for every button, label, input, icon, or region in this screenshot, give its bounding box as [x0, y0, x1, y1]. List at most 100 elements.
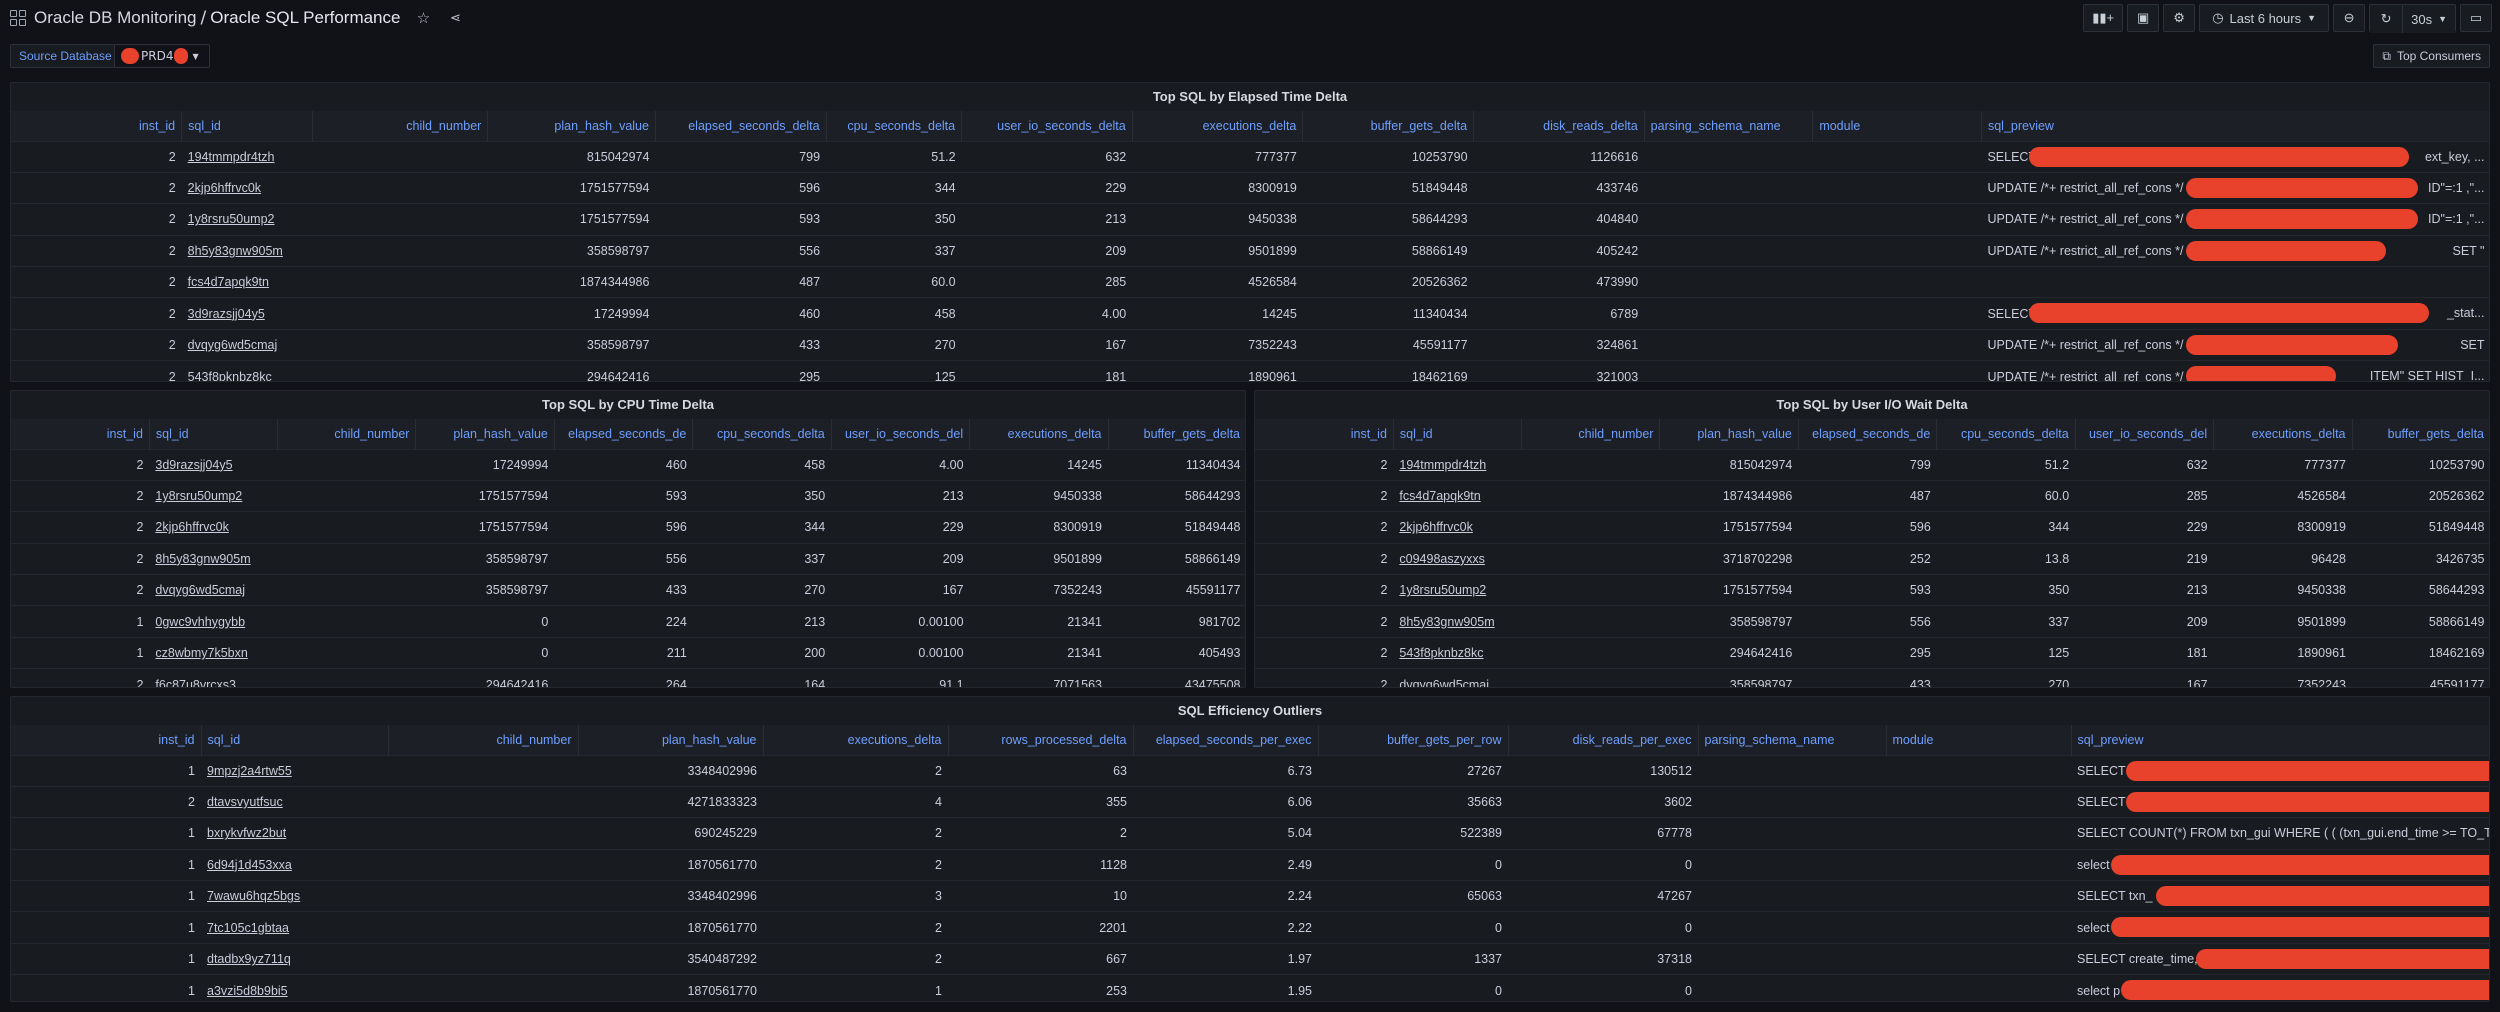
- column-header-buffer-gets-per-row[interactable]: buffer_gets_per_row: [1318, 725, 1509, 755]
- cell-sql-id[interactable]: fcs4d7apqk9tn: [1393, 479, 1522, 512]
- column-header-plan-hash-value[interactable]: plan_hash_value: [487, 111, 656, 141]
- column-header-sql-id[interactable]: sql_id: [181, 111, 313, 141]
- column-header-elapsed-seconds-de[interactable]: elapsed_seconds_de: [1798, 419, 1938, 449]
- cell-sql-id[interactable]: bxrykvfwz2but: [201, 817, 388, 850]
- refresh-interval-picker[interactable]: 30s ▼: [2402, 5, 2455, 33]
- cell-sql-id[interactable]: cz8wbmy7k5bxn: [149, 636, 278, 669]
- sql-id-link[interactable]: 9mpzj2a4rtw55: [207, 763, 292, 778]
- sql-id-link[interactable]: 8h5y83gnw905m: [187, 243, 283, 258]
- sql-id-link[interactable]: bxrykvfwz2but: [207, 826, 287, 841]
- sql-id-link[interactable]: 8h5y83gnw905m: [155, 551, 251, 566]
- sql-id-link[interactable]: c09498aszyxxs: [1399, 551, 1485, 566]
- column-header-plan-hash-value[interactable]: plan_hash_value: [1659, 419, 1799, 449]
- cell-sql-id[interactable]: dvqyg6wd5cmaj: [1393, 668, 1522, 688]
- cell-sql-id[interactable]: 194tmmpdr4tzh: [181, 140, 313, 173]
- column-header-disk-reads-per-exec[interactable]: disk_reads_per_exec: [1508, 725, 1699, 755]
- column-header-sql-preview[interactable]: sql_preview: [1981, 111, 2489, 141]
- cell-sql-id[interactable]: fcs4d7apqk9tn: [181, 266, 313, 298]
- sql-id-link[interactable]: dvqyg6wd5cmaj: [187, 338, 278, 353]
- column-header-parsing-schema-name[interactable]: parsing_schema_name: [1698, 725, 1887, 755]
- column-header-inst-id[interactable]: inst_id: [1255, 419, 1394, 449]
- apps-grid-icon[interactable]: [10, 10, 26, 26]
- settings-button[interactable]: ⚙: [2163, 4, 2196, 32]
- save-dashboard-button[interactable]: ▣: [2127, 4, 2160, 32]
- sql-id-link[interactable]: 194tmmpdr4tzh: [187, 149, 275, 164]
- add-panel-button[interactable]: ▮▮+: [2083, 4, 2124, 32]
- column-header-executions-delta[interactable]: executions_delta: [1132, 111, 1304, 141]
- cell-sql-id[interactable]: 2kjp6hffrvc0k: [1393, 511, 1522, 544]
- cell-sql-id[interactable]: f6c87u8vrcxs3: [149, 668, 278, 688]
- column-header-disk-reads-delta[interactable]: disk_reads_delta: [1473, 111, 1645, 141]
- sql-id-link[interactable]: 194tmmpdr4tzh: [1399, 457, 1487, 472]
- cell-sql-id[interactable]: 0gwc9vhhygybb: [149, 605, 278, 638]
- cell-sql-id[interactable]: 1y8rsru50ump2: [181, 203, 313, 236]
- cell-sql-id[interactable]: 8h5y83gnw905m: [1393, 605, 1522, 638]
- sql-id-link[interactable]: 7wawu6hqz5bgs: [207, 889, 301, 904]
- cell-sql-id[interactable]: 6d94j1d453xxa: [201, 848, 388, 881]
- column-header-user-io-seconds-del[interactable]: user_io_seconds_del: [2075, 419, 2215, 449]
- column-header-child-number[interactable]: child_number: [312, 111, 489, 141]
- tv-mode-button[interactable]: ▭: [2460, 4, 2492, 32]
- cell-sql-id[interactable]: 543f8pknbz8kc: [1393, 636, 1522, 669]
- column-header-executions-delta[interactable]: executions_delta: [2213, 419, 2353, 449]
- time-range-picker[interactable]: ◷ Last 6 hours ▼: [2199, 4, 2330, 32]
- zoom-out-button[interactable]: ⊖: [2333, 4, 2366, 32]
- column-header-buffer-gets-delta[interactable]: buffer_gets_delta: [1108, 419, 1245, 449]
- column-header-child-number[interactable]: child_number: [388, 725, 579, 755]
- cell-sql-id[interactable]: dtadbx9yz711q: [201, 942, 388, 975]
- sql-id-link[interactable]: dtavsvyutfsuc: [207, 795, 283, 810]
- cell-sql-id[interactable]: a3vzi5d8b9bi5: [201, 974, 388, 1001]
- column-header-sql-id[interactable]: sql_id: [1393, 419, 1523, 449]
- column-header-elapsed-seconds-de[interactable]: elapsed_seconds_de: [554, 419, 694, 449]
- sql-id-link[interactable]: 8h5y83gnw905m: [1399, 614, 1495, 629]
- sql-id-link[interactable]: 543f8pknbz8kc: [1399, 646, 1484, 661]
- star-icon[interactable]: ☆: [416, 9, 431, 27]
- cell-sql-id[interactable]: dvqyg6wd5cmaj: [181, 328, 313, 361]
- sql-id-link[interactable]: dvqyg6wd5cmaj: [1399, 677, 1490, 688]
- column-header-buffer-gets-delta[interactable]: buffer_gets_delta: [2352, 419, 2489, 449]
- column-header-inst-id[interactable]: inst_id: [11, 111, 183, 141]
- sql-id-link[interactable]: 6d94j1d453xxa: [207, 857, 292, 872]
- sql-id-link[interactable]: 3d9razsjj04y5: [187, 306, 265, 321]
- sql-id-link[interactable]: 1y8rsru50ump2: [187, 212, 275, 227]
- column-header-cpu-seconds-delta[interactable]: cpu_seconds_delta: [692, 419, 832, 449]
- top-consumers-link[interactable]: ⧉ Top Consumers: [2373, 44, 2490, 68]
- cell-sql-id[interactable]: 9mpzj2a4rtw55: [201, 754, 388, 787]
- column-header-user-io-seconds-delta[interactable]: user_io_seconds_delta: [961, 111, 1133, 141]
- column-header-cpu-seconds-delta[interactable]: cpu_seconds_delta: [826, 111, 963, 141]
- cell-sql-id[interactable]: dtavsvyutfsuc: [201, 785, 388, 818]
- breadcrumb-folder[interactable]: Oracle DB Monitoring: [34, 8, 197, 27]
- sql-id-link[interactable]: fcs4d7apqk9tn: [187, 275, 269, 290]
- column-header-sql-id[interactable]: sql_id: [149, 419, 279, 449]
- column-header-child-number[interactable]: child_number: [277, 419, 417, 449]
- sql-id-link[interactable]: 0gwc9vhhygybb: [155, 614, 246, 629]
- cell-sql-id[interactable]: 2kjp6hffrvc0k: [181, 171, 313, 204]
- column-header-elapsed-seconds-delta[interactable]: elapsed_seconds_delta: [655, 111, 827, 141]
- sql-id-link[interactable]: 1y8rsru50ump2: [155, 489, 243, 504]
- sql-id-link[interactable]: dvqyg6wd5cmaj: [155, 583, 246, 598]
- sql-id-link[interactable]: 2kjp6hffrvc0k: [187, 181, 262, 196]
- cell-sql-id[interactable]: 8h5y83gnw905m: [149, 542, 278, 575]
- cell-sql-id[interactable]: 7wawu6hqz5bgs: [201, 880, 388, 912]
- column-header-sql-preview[interactable]: sql_preview: [2071, 725, 2489, 755]
- sql-id-link[interactable]: 1y8rsru50ump2: [1399, 583, 1487, 598]
- column-header-child-number[interactable]: child_number: [1521, 419, 1661, 449]
- cell-sql-id[interactable]: 1y8rsru50ump2: [149, 479, 278, 512]
- column-header-executions-delta[interactable]: executions_delta: [763, 725, 949, 755]
- column-header-rows-processed-delta[interactable]: rows_processed_delta: [948, 725, 1134, 755]
- cell-sql-id[interactable]: 1y8rsru50ump2: [1393, 574, 1522, 606]
- column-header-user-io-seconds-del[interactable]: user_io_seconds_del: [831, 419, 971, 449]
- sql-id-link[interactable]: a3vzi5d8b9bi5: [207, 983, 288, 998]
- cell-sql-id[interactable]: 194tmmpdr4tzh: [1393, 448, 1522, 481]
- refresh-button[interactable]: ↻: [2370, 5, 2403, 33]
- sql-id-link[interactable]: 3d9razsjj04y5: [155, 457, 233, 472]
- source-database-select[interactable]: PRD4 ▼: [114, 44, 210, 68]
- cell-sql-id[interactable]: 7tc105c1gbtaa: [201, 911, 388, 944]
- column-header-plan-hash-value[interactable]: plan_hash_value: [415, 419, 555, 449]
- sql-id-link[interactable]: f6c87u8vrcxs3: [155, 677, 237, 688]
- column-header-parsing-schema-name[interactable]: parsing_schema_name: [1644, 111, 1814, 141]
- sql-id-link[interactable]: 7tc105c1gbtaa: [207, 920, 290, 935]
- cell-sql-id[interactable]: 3d9razsjj04y5: [181, 297, 313, 330]
- column-header-cpu-seconds-delta[interactable]: cpu_seconds_delta: [1936, 419, 2076, 449]
- share-icon[interactable]: ⋖: [450, 10, 461, 26]
